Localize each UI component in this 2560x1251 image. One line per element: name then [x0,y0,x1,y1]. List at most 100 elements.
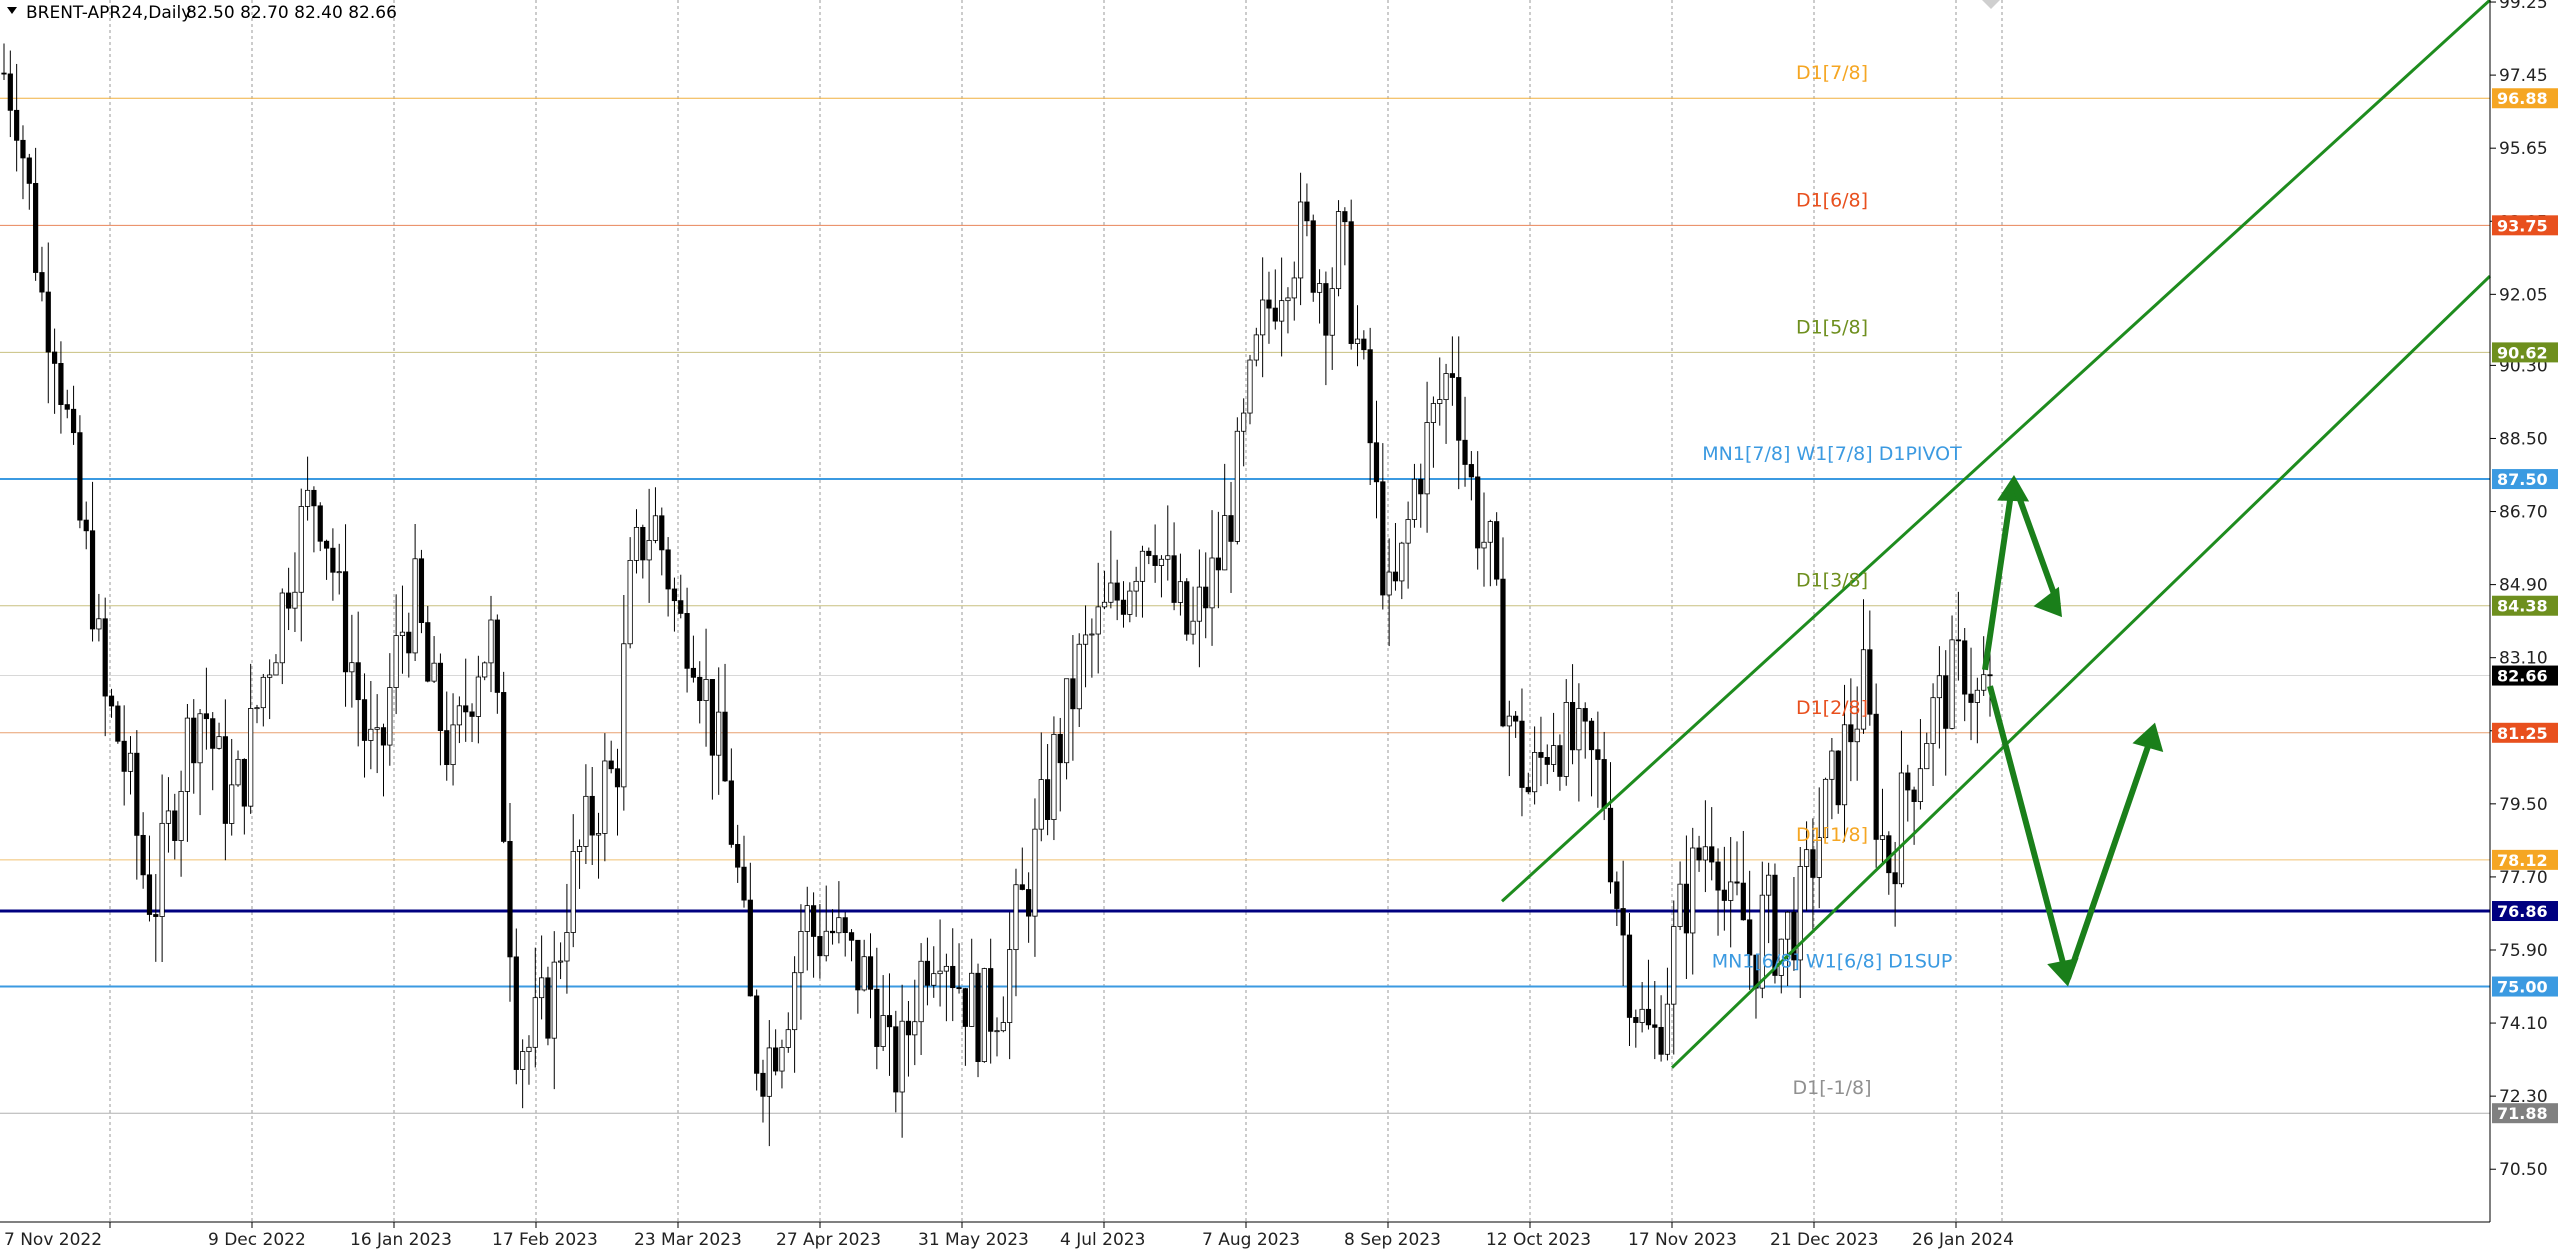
candle-bear [1905,772,1911,791]
candle-bear [1203,586,1209,609]
candle-bear [83,519,89,532]
candle-bear [1987,674,1993,677]
candle-bull [899,1020,905,1093]
candle-bull [1481,541,1487,549]
candle-bull [861,956,867,991]
price-tag-box [2492,976,2558,997]
x-tick-label: 9 Dec 2022 [208,1230,306,1250]
projection-arrows [1982,474,2164,987]
x-tick-label: 17 Nov 2023 [1628,1230,1737,1250]
chart-shift-marker-icon[interactable] [1982,0,2000,9]
candle-bear [355,662,361,701]
candle-bear [210,718,216,749]
candle-bear [886,1015,893,1028]
candle-bear [848,932,855,941]
candle-bull [1190,620,1196,635]
candle-bull [1981,674,1987,691]
candle-bear [728,780,734,845]
candle-bear [1835,750,1841,806]
candle-bear [1057,733,1063,764]
price-tag-text: 76.86 [2497,902,2548,921]
x-tick-label: 7 Aug 2023 [1202,1230,1300,1250]
candle-bear [1304,201,1310,222]
candle-bull [564,932,570,962]
candle-bull [1007,949,1013,1023]
candle-bull [969,972,975,1027]
candle-bear [1114,582,1120,601]
price-tag-box [2492,901,2558,922]
price-tag-box [2492,849,2558,870]
candle-bear [1588,720,1595,751]
candle-bear [1645,1008,1652,1026]
price-tag-text: 75.00 [2497,978,2548,997]
candle-bull [431,662,437,682]
candle-bear [1070,678,1076,710]
current-price-tag-text: 82.66 [2497,667,2548,686]
candle-bull [621,643,627,788]
candle-bear [1500,578,1506,727]
candle-bear [1342,211,1348,223]
candle-bull [197,713,203,764]
candle-bear [115,705,121,742]
level-label: D1[2/8] [1796,697,1868,719]
candle-bear [330,547,336,573]
ohlc-values: 82.50 82.70 82.40 82.66 [186,3,397,23]
candle-bear [134,752,140,836]
candle-bear [829,930,836,934]
candle-bull [937,970,943,975]
candle-bear [956,987,962,990]
candle-bear [867,956,874,990]
candle-bear [1418,478,1424,495]
candle-bear [589,795,595,836]
price-tag-box [2492,722,2558,743]
candle-bear [1772,874,1778,976]
y-tick-label: 74.10 [2499,1014,2548,1034]
candle-bear [874,988,880,1047]
y-tick-label: 99.25 [2499,0,2548,13]
candle-bear [70,408,77,434]
candle-bear [975,972,981,1062]
collapse-triangle-icon[interactable] [7,7,17,14]
candle-bear [1272,307,1278,322]
level-label: D1[5/8] [1796,316,1868,338]
candle-bear [1734,881,1740,884]
candle-bull [1076,643,1082,710]
candle-bear [842,917,848,934]
price-tag-box [2492,88,2558,109]
candle-bear [146,874,153,915]
candle-bull [1032,828,1038,917]
level-label: D1[1/8] [1796,824,1868,846]
candle-bull [1279,300,1285,322]
candle-bear [89,530,96,630]
candle-bull [1329,288,1335,336]
candle-bull [1000,1022,1006,1032]
candle-bull [165,810,172,824]
candle-bear [1494,521,1500,580]
candle-bear [950,965,956,989]
price-tag-text: 90.62 [2497,343,2548,362]
candle-bull [1690,847,1696,934]
candle-bull [804,905,810,932]
candle-bear [1582,708,1588,722]
candle-bull [1930,697,1936,744]
candle-bull [1563,702,1569,777]
candle-bear [1026,889,1032,917]
candle-bull [602,760,608,834]
x-tick-label: 12 Oct 2023 [1486,1230,1591,1250]
current-price-tag-box [2492,665,2558,686]
candle-bear [1544,757,1550,765]
arrow-up-to-pivot [1982,486,2015,671]
candle-bull [627,559,633,645]
candle-bear [1848,724,1854,743]
level-labels: D1[7/8] D1[6/8] D1[5/8] MN1[7/8] W1[7/8] D1… [1702,62,1962,1099]
candle-bear [191,717,197,764]
candle-bull [1285,297,1291,302]
candle-bull [716,711,722,756]
candle-bull [1196,586,1202,622]
candle-bull [1671,926,1677,1005]
candle-bear [20,139,26,159]
candle-bear [1696,847,1702,861]
candle-bear [697,676,703,701]
candle-bear [1519,720,1525,788]
